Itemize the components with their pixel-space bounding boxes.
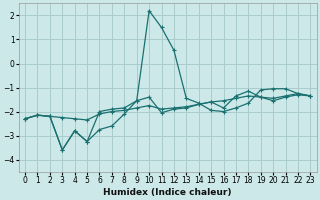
X-axis label: Humidex (Indice chaleur): Humidex (Indice chaleur) bbox=[103, 188, 232, 197]
